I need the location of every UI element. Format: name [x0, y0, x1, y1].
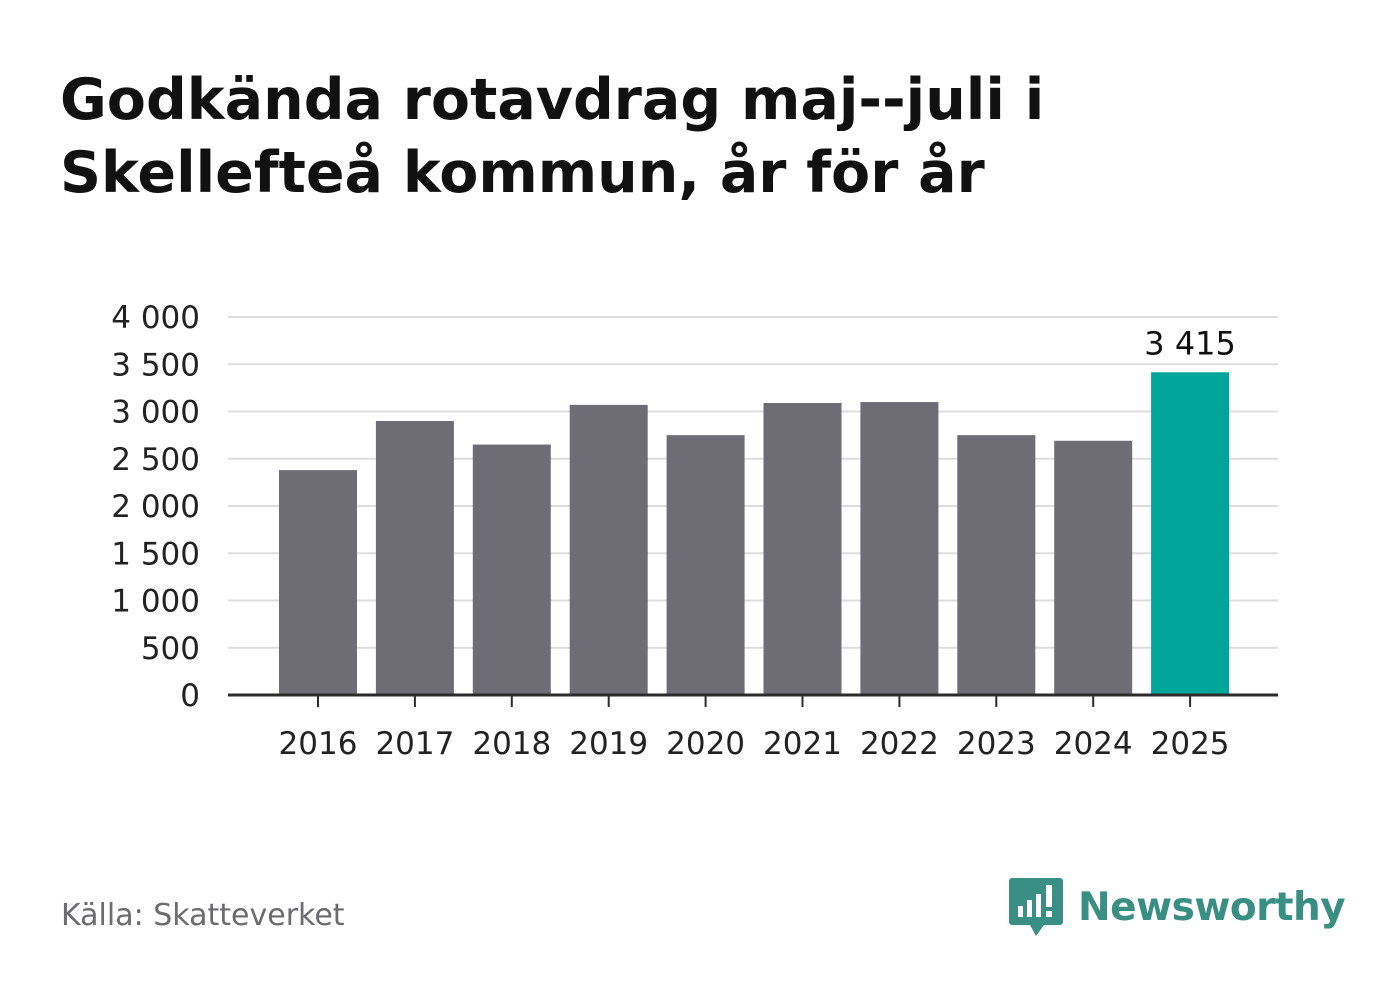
x-tick-label: 2024: [1054, 726, 1133, 762]
bar-2024: [1054, 440, 1133, 695]
bar-2025: [1151, 372, 1230, 695]
y-tick-label: 1 500: [111, 536, 200, 572]
y-tick-label: 0: [180, 678, 200, 714]
y-tick-label: 2 500: [111, 442, 200, 478]
y-tick-label: 3 000: [111, 395, 200, 431]
x-tick-label: 2023: [957, 726, 1036, 762]
bar-2016: [279, 470, 357, 695]
x-tick-label: 2025: [1151, 726, 1230, 762]
bar-2019: [569, 404, 648, 695]
bar-2022: [860, 402, 939, 695]
x-axis: 2016 2017 2018 2019 2020 2021 2022 2023 2024 2025: [228, 693, 1278, 762]
brand-logo: Newsworthy: [1008, 876, 1346, 938]
x-tick-label: 2016: [279, 726, 358, 762]
y-tick-label: 4 000: [111, 300, 200, 336]
brand-name: Newsworthy: [1078, 884, 1346, 930]
data-labels: 3 415: [1144, 324, 1236, 362]
x-tick-label: 2017: [375, 726, 454, 762]
x-tick-label: 2019: [569, 726, 648, 762]
y-tick-label: 3 500: [111, 347, 200, 383]
x-tick-label: 2018: [472, 726, 551, 762]
bar-2020: [666, 435, 745, 695]
y-axis-ticks: 0 500 1 000 1 500 2 000 2 500 3 000 3 500 4 000: [111, 300, 200, 714]
y-tick-label: 500: [141, 631, 200, 667]
y-tick-label: 1 000: [111, 584, 200, 620]
x-tick-label: 2021: [763, 726, 842, 762]
x-tick-label: 2020: [666, 726, 745, 762]
source-note: Källa: Skatteverket: [61, 898, 345, 933]
newsworthy-logo-icon: [1009, 878, 1063, 936]
bar-2017: [375, 420, 454, 695]
y-tick-label: 2 000: [111, 489, 200, 525]
x-tick-label: 2022: [860, 726, 939, 762]
bar-2021: [763, 402, 842, 695]
data-label: 3 415: [1144, 324, 1236, 362]
bar-2023: [957, 435, 1036, 695]
bars: [279, 372, 1230, 695]
chart-title: Godkända rotavdrag maj--juli i Skellefte…: [60, 67, 1045, 206]
bar-2018: [472, 444, 551, 695]
